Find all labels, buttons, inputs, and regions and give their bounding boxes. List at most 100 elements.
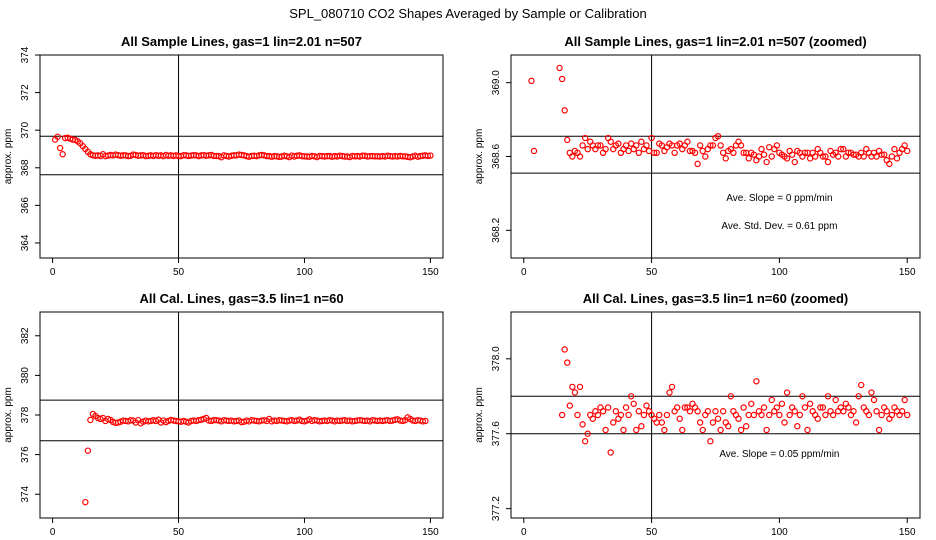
data-point <box>561 346 568 353</box>
data-point <box>840 408 847 415</box>
data-point <box>788 151 796 158</box>
y-tick-label: 368.2 <box>491 217 502 242</box>
data-point <box>653 419 660 426</box>
data-point <box>845 404 852 411</box>
data-point <box>625 147 632 155</box>
data-point <box>745 155 752 162</box>
data-point <box>832 396 839 404</box>
panel-title: All Sample Lines, gas=1 lin=2.01 n=507 (… <box>564 34 866 49</box>
data-point <box>773 404 781 411</box>
data-point <box>758 411 765 419</box>
data-point <box>904 411 911 419</box>
y-tick-label: 370 <box>20 121 31 138</box>
data-point <box>886 160 893 168</box>
data-point <box>709 419 717 426</box>
data-point <box>556 64 563 72</box>
data-point <box>679 426 686 434</box>
data-point <box>566 402 573 409</box>
data-point <box>638 423 645 430</box>
data-point <box>627 393 635 400</box>
data-point <box>719 149 727 157</box>
data-point <box>643 142 650 149</box>
data-point <box>852 419 860 426</box>
data-point <box>875 426 883 434</box>
y-tick-label: 378 <box>20 406 31 423</box>
data-point <box>635 408 643 415</box>
y-tick-label: 377.2 <box>491 496 502 521</box>
data-point <box>712 408 719 415</box>
data-point <box>819 153 827 160</box>
data-point <box>870 396 878 404</box>
data-point <box>722 155 729 162</box>
data-point <box>737 142 745 149</box>
data-point <box>858 381 865 389</box>
data-point <box>737 426 745 434</box>
x-tick-label: 0 <box>521 267 527 278</box>
data-point <box>893 155 901 162</box>
data-point <box>811 153 819 160</box>
chart-panel-3: All Cal. Lines, gas=3.5 lin=1 n=60 approx… <box>3 291 444 538</box>
data-point <box>650 149 658 157</box>
y-tick-label: 374 <box>20 485 31 502</box>
data-point <box>745 411 752 419</box>
data-point <box>699 426 706 434</box>
y-axis-label: approx. ppm <box>474 129 485 185</box>
data-point <box>658 419 666 426</box>
data-point <box>676 415 683 422</box>
data-point <box>661 426 668 434</box>
data-point <box>615 140 622 147</box>
x-tick-label: 100 <box>771 267 788 278</box>
chart-panel-4: All Cal. Lines, gas=3.5 lin=1 n=60 (zoom… <box>474 291 921 538</box>
data-point <box>673 404 681 411</box>
data-point <box>806 400 814 407</box>
data-point <box>878 411 885 419</box>
data-point <box>699 147 706 155</box>
data-point <box>653 149 660 157</box>
data-point <box>735 415 742 422</box>
data-point <box>773 142 781 149</box>
data-point <box>569 383 576 391</box>
y-axis-label: approx. ppm <box>3 129 14 185</box>
y-tick-label: 366 <box>20 197 31 214</box>
data-point <box>763 158 770 166</box>
data-point <box>686 408 694 415</box>
data-point <box>617 411 625 419</box>
data-point <box>753 378 760 385</box>
data-point <box>829 411 837 419</box>
data-point <box>742 423 750 430</box>
data-point <box>824 393 832 400</box>
data-point <box>768 396 775 404</box>
data-point <box>804 426 811 434</box>
panel-title: All Sample Lines, gas=1 lin=2.01 n=507 <box>121 34 362 49</box>
data-point <box>768 153 775 160</box>
data-point <box>801 404 809 411</box>
data-point <box>883 408 890 415</box>
data-point <box>584 430 591 437</box>
data-point <box>633 142 640 149</box>
chart-panels: All Sample Lines, gas=1 lin=2.01 n=507 ap… <box>3 34 921 538</box>
data-point <box>714 415 722 422</box>
x-tick-label: 0 <box>50 527 56 538</box>
data-point <box>607 138 614 145</box>
data-point <box>709 142 717 149</box>
data-point <box>835 153 842 160</box>
data-point <box>786 411 793 419</box>
data-point <box>860 153 867 160</box>
plot-frame <box>39 311 444 519</box>
data-point <box>758 145 765 153</box>
data-point <box>579 142 586 149</box>
data-point <box>750 411 758 419</box>
data-point <box>561 107 568 114</box>
stat-annotation: Ave. Slope = 0 ppm/min <box>726 193 832 204</box>
data-point <box>571 389 579 396</box>
data-point <box>530 147 538 155</box>
data-point <box>840 145 847 153</box>
x-tick-label: 100 <box>296 267 313 278</box>
data-point <box>801 149 809 157</box>
figure-title: SPL_080710 CO2 Shapes Averaged by Sample… <box>289 6 647 21</box>
x-tick-label: 50 <box>646 527 658 538</box>
data-point <box>725 423 732 430</box>
data-point <box>901 396 908 404</box>
data-point <box>765 411 773 419</box>
